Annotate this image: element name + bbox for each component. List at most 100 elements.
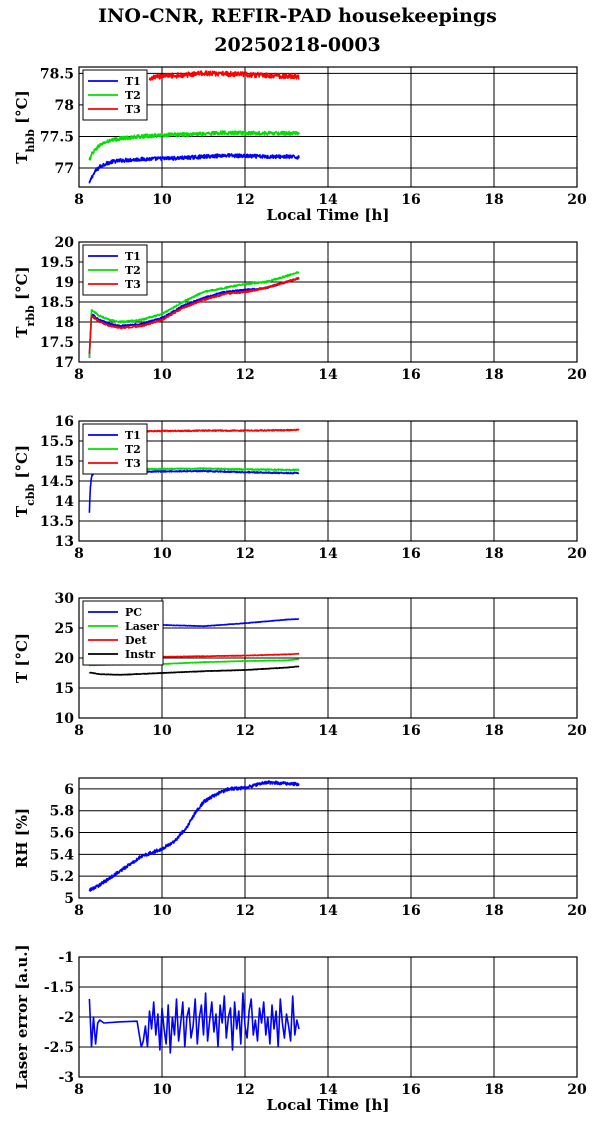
y-axis-label: RH [%] [13, 808, 31, 868]
x-axis-label: Local Time [h] [267, 1096, 390, 1114]
x-tick-label: 14 [318, 1082, 338, 1098]
plot-frame [78, 597, 578, 719]
x-tick-label: 20 [567, 192, 587, 208]
y-tick-label: 6 [64, 782, 74, 798]
x-tick-label: 20 [567, 546, 587, 562]
y-tick-label: 14 [55, 494, 75, 510]
chart-subtitle: 20250218-0003 [214, 34, 381, 56]
panel-rbb: 8 10 12 14 16 18 201717.51818.51919.520T1T2T3T… [13, 235, 587, 383]
y-tick-label: 20 [55, 651, 75, 667]
x-tick-label: 14 [318, 546, 338, 562]
x-tick-label: 14 [318, 723, 338, 739]
y-tick-label: 5 [64, 891, 74, 907]
legend-label: T2 [125, 264, 141, 277]
x-axis-label: Local Time [h] [267, 206, 390, 224]
x-tick-label: 20 [567, 367, 587, 383]
y-tick-label: 15 [55, 681, 74, 697]
legend-label: T2 [125, 89, 141, 102]
y-axis-label: Laser error [a.u.] [13, 944, 31, 1089]
y-tick-label: -1 [58, 950, 74, 966]
series-line-cbb-T1 [88, 469, 300, 513]
legend-label: Laser [125, 620, 159, 633]
legend-label: T1 [125, 75, 141, 88]
legend-label: Instr [125, 648, 155, 661]
x-tick-label: 18 [484, 367, 503, 383]
y-tick-label: 77 [55, 161, 74, 177]
x-tick-label: 14 [318, 903, 338, 919]
y-axis-label: T [°C] [13, 633, 31, 683]
x-tick-label: 8 [74, 723, 84, 739]
x-tick-label: 8 [74, 546, 84, 562]
legend-label: PC [125, 606, 142, 619]
y-tick-label: 13 [55, 534, 74, 550]
x-tick-label: 16 [401, 723, 420, 739]
x-tick-label: 12 [235, 192, 254, 208]
x-tick-label: 16 [401, 903, 420, 919]
x-tick-label: 18 [484, 546, 503, 562]
y-tick-label: 78.5 [40, 66, 74, 82]
legend-label: T1 [125, 250, 141, 263]
x-tick-label: 18 [484, 903, 503, 919]
x-tick-label: 12 [235, 723, 254, 739]
x-tick-label: 10 [152, 192, 172, 208]
series-line-rh-main [88, 780, 300, 892]
y-tick-label: -1.5 [44, 980, 74, 996]
series-line-hbb-T2 [88, 130, 300, 161]
x-tick-label: 8 [74, 903, 84, 919]
series-line-temps-Instr [88, 665, 300, 676]
y-tick-label: 5.2 [50, 869, 74, 885]
x-tick-label: 8 [74, 192, 84, 208]
y-tick-label: 5.6 [50, 826, 74, 842]
legend-label: T3 [125, 103, 141, 116]
x-tick-label: 10 [152, 723, 172, 739]
y-tick-label: 5.8 [50, 804, 74, 820]
x-tick-label: 12 [235, 903, 254, 919]
legend-label: Det [125, 634, 148, 647]
y-axis-label: Tcbb [°C] [13, 445, 37, 517]
y-tick-label: 18.5 [40, 295, 74, 311]
panel-rh: 8 10 12 14 16 18 20 5 5.2 5.4 5.6 5.8 6 RH [%] [13, 777, 587, 919]
y-tick-label: 14.5 [40, 474, 74, 490]
y-tick-label: 78 [55, 98, 74, 114]
panel-laser: 8 10 12 14 16 18 20 -3 -2.5 -2 -1.5 -1 Laser error [… [13, 944, 587, 1114]
y-tick-label: 16 [55, 414, 74, 430]
legend-label: T1 [125, 429, 141, 442]
legend-label: T3 [125, 457, 141, 470]
y-tick-label: 77.5 [40, 129, 74, 145]
chart-title: INO-CNR, REFIR-PAD housekeepings [98, 5, 497, 27]
y-tick-label: 13.5 [40, 514, 74, 530]
plot-frame [78, 66, 578, 188]
x-tick-label: 18 [484, 723, 503, 739]
plot-frame [78, 956, 578, 1078]
y-tick-label: 17.5 [40, 335, 74, 351]
series-line-laser-main [88, 992, 300, 1054]
legend-label: T3 [125, 278, 141, 291]
plot-frame [78, 777, 578, 899]
x-tick-label: 10 [152, 903, 172, 919]
x-tick-label: 10 [152, 367, 172, 383]
panel-cbb: 8 10 12 14 16 18 201313.51414.51515.516T1T2T3T… [13, 414, 587, 562]
x-tick-label: 20 [567, 723, 587, 739]
y-tick-label: -2 [58, 1010, 74, 1026]
x-tick-label: 16 [401, 1082, 420, 1098]
x-tick-label: 12 [235, 546, 254, 562]
x-tick-label: 12 [235, 1082, 254, 1098]
y-tick-label: 15.5 [40, 434, 74, 450]
y-tick-label: 15 [55, 454, 74, 470]
y-tick-label: 19 [55, 275, 74, 291]
x-tick-label: 14 [318, 192, 338, 208]
plot-frame [78, 241, 578, 363]
y-tick-label: -2.5 [44, 1040, 74, 1056]
x-tick-label: 14 [318, 367, 338, 383]
series-line-rbb-T2 [88, 271, 300, 358]
y-tick-label: 10 [55, 711, 75, 727]
y-tick-label: 5.4 [50, 847, 75, 863]
x-tick-label: 18 [484, 192, 503, 208]
x-tick-label: 16 [401, 546, 420, 562]
y-tick-label: 20 [55, 235, 75, 251]
y-tick-label: 17 [55, 355, 74, 371]
